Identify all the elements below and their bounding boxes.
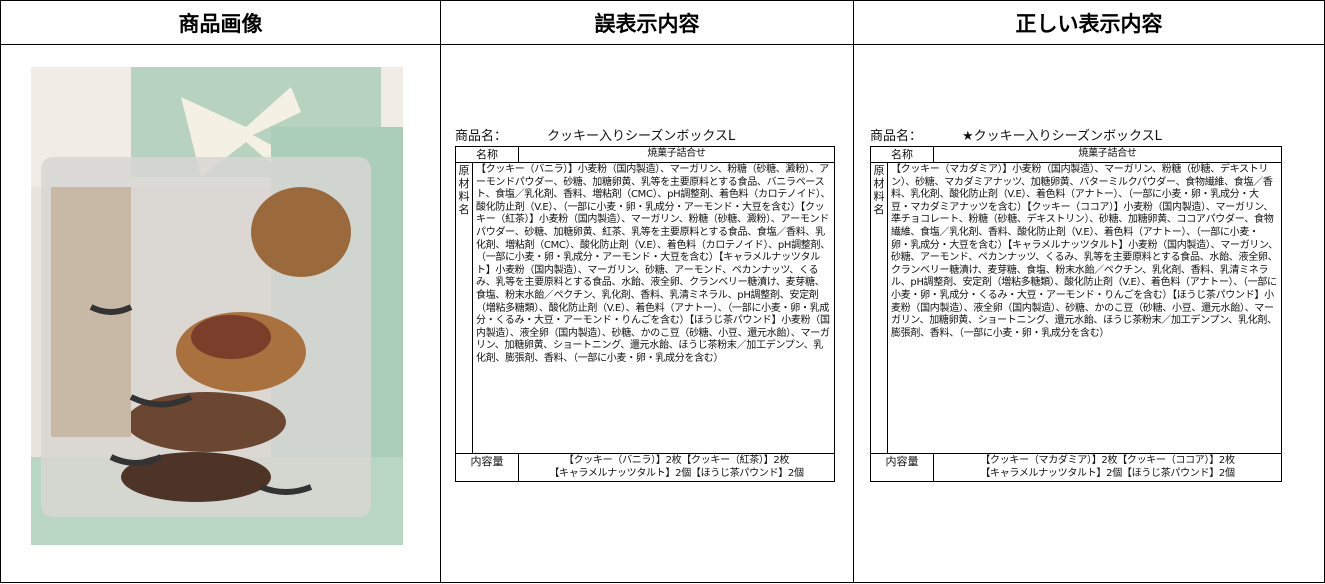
wrong-label-cell: 商品名： クッキー入りシーズンボックスL 名称 焼菓子詰合せ 原材料名 【クッキー（バニラ… — [440, 44, 854, 583]
contents-value: 【クッキー（マカダミア）】2枚【クッキー（ココア）】2枚 【キャラメルナッツタルト… — [934, 454, 1281, 481]
header-cell: 誤表示内容 — [440, 0, 854, 45]
ingredients-key: 原材料名 — [456, 163, 473, 453]
product-name-line: 商品名： ★クッキー入りシーズンボックスL — [870, 125, 1282, 144]
contents-line: 【キャラメルナッツタルト】2個【ほうじ茶パウンド】2個 — [980, 467, 1235, 479]
ingredients-key: 原材料名 — [871, 163, 888, 453]
contents-line: 【クッキー（マカダミア）】2枚【クッキー（ココア）】2枚 — [980, 455, 1235, 466]
contents-row: 内容量 【クッキー（マカダミア）】2枚【クッキー（ココア）】2枚 【キャラメルナッツ… — [871, 454, 1281, 482]
header-cell: 正しい表示内容 — [853, 0, 1325, 45]
product-photo — [31, 67, 403, 545]
name-value: 焼菓子詰合せ — [647, 148, 706, 159]
contents-key: 内容量 — [456, 454, 519, 482]
contents-key: 内容量 — [871, 454, 934, 482]
name-key: 名称 — [456, 147, 519, 162]
ingredients-value: 【クッキー（マカダミア）】小麦粉（国内製造）、マーガリン、粉糖（砂糖、デキストリ… — [891, 164, 1278, 339]
name-row: 名称 焼菓子詰合せ — [871, 147, 1281, 163]
correct-label-cell: 商品名： ★クッキー入りシーズンボックスL 名称 焼菓子詰合せ 原材料名 【クッキー（マカ… — [853, 44, 1325, 583]
label-grid: 名称 焼菓子詰合せ原材料名 【クッキー（バニラ）】小麦粉（国内製造）、マーガリン、粉… — [455, 146, 835, 483]
product-name: ★クッキー入りシーズンボックスL — [962, 129, 1162, 144]
contents-row: 内容量 【クッキー（バニラ）】2枚【クッキー（紅茶）】2枚 【キャラメルナッツタルト… — [456, 454, 834, 482]
body-row: 商品名： クッキー入りシーズンボックスL 名称 焼菓子詰合せ 原材料名 【クッキー（バニラ… — [0, 44, 1325, 583]
contents-line: 【キャラメルナッツタルト】2個【ほうじ茶パウンド】2個 — [549, 467, 804, 479]
name-value: 焼菓子詰合せ — [1078, 148, 1137, 159]
contents-value: 【クッキー（バニラ）】2枚【クッキー（紅茶）】2枚 【キャラメルナッツタルト】2個… — [519, 454, 834, 481]
product-name-key: 商品名： — [455, 129, 508, 144]
ingredients-row: 原材料名 【クッキー（バニラ）】小麦粉（国内製造）、マーガリン、粉糖（砂糖、澱粉）… — [456, 163, 834, 454]
contents-line: 【クッキー（バニラ）】2枚【クッキー（紅茶）】2枚 — [563, 455, 790, 466]
image-cell — [0, 44, 441, 583]
name-row: 名称 焼菓子詰合せ — [456, 147, 834, 163]
product-name: クッキー入りシーズンボックスL — [547, 129, 736, 144]
label-grid: 名称 焼菓子詰合せ原材料名 【クッキー（マカダミア）】小麦粉（国内製造）、マーガリン… — [870, 146, 1282, 483]
label: 商品名： ★クッキー入りシーズンボックスL 名称 焼菓子詰合せ 原材料名 【クッキー（マカ… — [870, 125, 1282, 483]
ingredients-value: 【クッキー（バニラ）】小麦粉（国内製造）、マーガリン、粉糖（砂糖、澱粉）、アーモ… — [476, 164, 831, 364]
product-name-key: 商品名： — [870, 129, 923, 144]
ingredients-row: 原材料名 【クッキー（マカダミア）】小麦粉（国内製造）、マーガリン、粉糖（砂糖、デ… — [871, 163, 1281, 454]
header-row: 商品画像 誤表示内容 正しい表示内容 — [0, 0, 1325, 45]
label: 商品名： クッキー入りシーズンボックスL 名称 焼菓子詰合せ 原材料名 【クッキー（バニラ… — [455, 125, 835, 483]
header-cell: 商品画像 — [0, 0, 441, 45]
product-name-line: 商品名： クッキー入りシーズンボックスL — [455, 125, 835, 144]
name-key: 名称 — [871, 147, 934, 162]
